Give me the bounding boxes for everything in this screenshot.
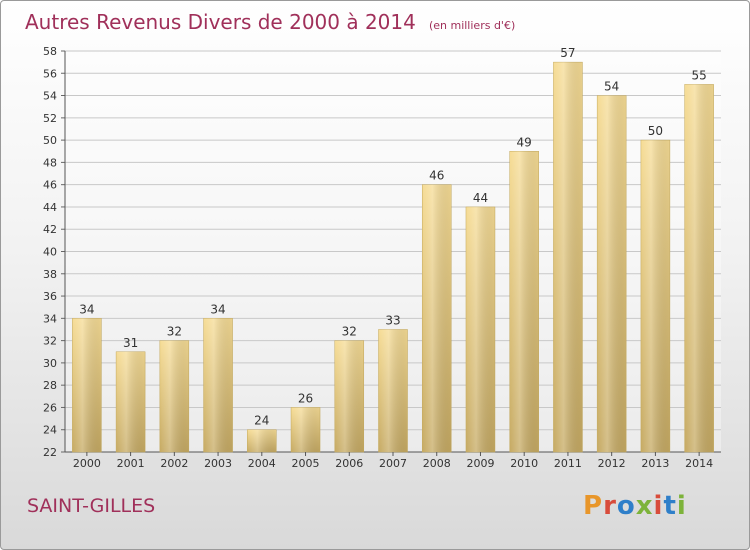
bar-shade [72,318,102,452]
bar-value-label: 49 [517,135,532,149]
bar-shade [247,429,277,452]
y-tick-label: 24 [43,424,57,437]
x-tick-label: 2009 [466,457,494,470]
bar-value-label: 55 [691,68,706,82]
y-tick-label: 22 [43,446,57,459]
bar-value-label: 26 [298,391,313,405]
y-tick-label: 44 [43,201,57,214]
x-tick-label: 2003 [204,457,232,470]
y-tick-label: 54 [43,90,57,103]
bar-value-label: 54 [604,80,619,94]
x-tick-label: 2007 [379,457,407,470]
bar-value-label: 33 [385,313,400,327]
x-tick-label: 2010 [510,457,538,470]
x-tick-label: 2000 [73,457,101,470]
chart-subtitle: (en milliers d'€) [428,19,516,32]
bar-shade [509,151,539,452]
proxiti-logo: Proxiti [583,491,687,521]
bar-shade [553,62,583,453]
x-tick-label: 2012 [598,457,626,470]
bar-value-label: 34 [79,302,94,316]
bar-shade [640,140,670,452]
bar-shade [159,340,189,452]
bar-value-label: 24 [254,414,269,428]
bar-shade [116,351,146,452]
bar-shade [378,329,408,452]
bar-shade [334,340,364,452]
bar-value-label: 46 [429,169,444,183]
commune-name: SAINT-GILLES [27,495,156,517]
bar-shade [465,206,495,452]
x-tick-label: 2011 [554,457,582,470]
x-tick-label: 2006 [335,457,363,470]
y-tick-label: 34 [43,312,57,325]
bar-shade [597,95,627,453]
chart-title-block: Autres Revenus Divers de 2000 à 2014 (en… [25,10,515,34]
bar-value-label: 50 [648,124,663,138]
bar-shade [291,407,321,452]
y-tick-label: 40 [43,246,57,259]
bar-value-label: 31 [123,336,138,350]
y-tick-label: 52 [43,112,57,125]
y-tick-label: 28 [43,379,57,392]
x-tick-label: 2001 [117,457,145,470]
y-tick-label: 48 [43,156,57,169]
chart-title: Autres Revenus Divers de 2000 à 2014 [25,10,416,34]
bar-value-label: 34 [210,302,225,316]
y-tick-label: 58 [43,45,57,58]
y-tick-label: 46 [43,179,57,192]
x-tick-label: 2002 [160,457,188,470]
x-tick-label: 2013 [641,457,669,470]
y-tick-label: 30 [43,357,57,370]
y-tick-label: 38 [43,268,57,281]
bar-value-label: 57 [560,46,575,60]
y-tick-label: 50 [43,134,57,147]
bar-shade [422,184,452,452]
bar-shade [203,318,233,452]
bar-value-label: 44 [473,191,488,205]
x-tick-label: 2008 [423,457,451,470]
x-tick-label: 2004 [248,457,276,470]
y-tick-label: 32 [43,335,57,348]
y-tick-label: 26 [43,401,57,414]
y-tick-label: 36 [43,290,57,303]
bar-value-label: 32 [167,325,182,339]
bar-value-label: 32 [342,325,357,339]
x-tick-label: 2005 [292,457,320,470]
y-tick-label: 42 [43,223,57,236]
y-tick-label: 56 [43,67,57,80]
bar-shade [684,84,714,453]
x-tick-label: 2014 [685,457,713,470]
